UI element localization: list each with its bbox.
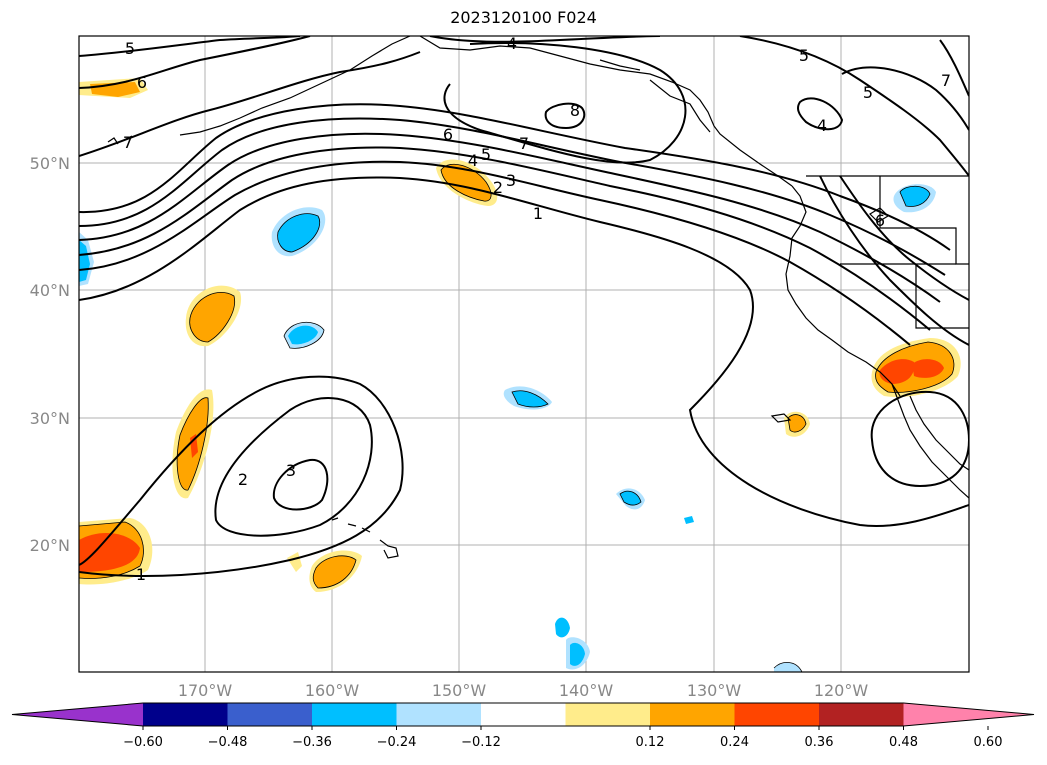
colorbar-extend-low [12,703,143,726]
lon-label: 130°W [687,681,742,700]
contour-label: 7 [941,71,951,90]
shaded-field [79,78,961,672]
contour-label: 2 [238,470,248,489]
colorbar-segment [227,703,313,726]
lon-label: 140°W [559,681,614,700]
colorbar-segment [481,703,566,726]
contour-label: 2 [493,178,503,197]
contour-label: 5 [481,145,491,164]
contour-label: 6 [875,211,885,230]
contour-label: 3 [286,461,296,480]
colorbar-tick-label: 0.60 [974,735,1003,750]
lon-label: 120°W [814,681,869,700]
colorbar-tick-label: 0.12 [636,735,665,750]
coastlines [107,36,969,559]
map-border [78,35,970,673]
contour-label: 1 [533,204,543,223]
contour-label: 5 [799,46,809,65]
contours [79,36,969,577]
lat-label: 50°N [30,154,70,173]
lon-label: 150°W [432,681,487,700]
lon-label: 170°W [178,681,233,700]
contour-label: 4 [468,151,478,170]
latitude-labels: 50°N 40°N 30°N 20°N [30,154,70,555]
lat-label: 30°N [30,409,70,428]
contour-label-group: 5 6 7 4 8 7 6 5 4 3 2 1 5 4 5 6 2 3 1 7 [123,34,951,584]
gridlines [79,36,969,672]
colorbar-tick-label: −0.12 [461,735,501,750]
colorbar-tick-label: 0.36 [805,735,834,750]
longitude-labels: 170°W 160°W 150°W 140°W 130°W 120°W [178,681,869,700]
lon-label: 160°W [305,681,360,700]
contour-label: 7 [123,133,133,152]
colorbar-segment [819,703,904,726]
map-area [79,36,969,672]
contour-label: 4 [817,116,827,135]
contour-label: 6 [443,125,453,144]
colorbar-segment [650,703,735,726]
colorbar-segment [396,703,482,726]
colorbar-extend-high [903,703,1034,726]
lat-label: 40°N [30,281,70,300]
colorbar-segment [312,703,397,726]
colorbar-tick-label: −0.48 [208,735,248,750]
colorbar-segment [734,703,820,726]
colorbar-tick-label: −0.60 [123,735,163,750]
contour-label: 1 [136,565,146,584]
contour-label: 5 [125,39,135,58]
colorbar-tick-label: −0.24 [377,735,417,750]
contour-label: 6 [137,73,147,92]
contour-label: 4 [507,34,517,53]
shading-outlines [79,163,955,672]
colorbar-segment [143,703,228,726]
contour-label: 3 [506,171,516,190]
colorbar: −0.60 −0.48 −0.36 −0.24 −0.12 0.12 0.24 0.36 0.4… [11,702,1035,750]
contour-label: 8 [570,101,580,120]
map-title: 2023120100 F024 [450,8,597,27]
colorbar-tick-label: 0.48 [889,735,918,750]
lat-label: 20°N [30,536,70,555]
colorbar-tick-label: 0.24 [720,735,749,750]
colorbar-tick-label: −0.36 [292,735,332,750]
contour-label: 7 [519,134,529,153]
contour-label: 5 [863,83,873,102]
colorbar-segment [565,703,651,726]
